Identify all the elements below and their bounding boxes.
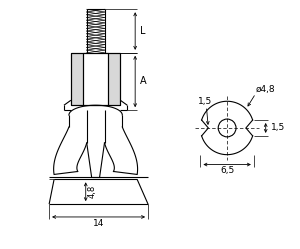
Text: 1,5: 1,5 bbox=[198, 97, 212, 106]
Text: ø4,8: ø4,8 bbox=[256, 85, 275, 94]
Text: A: A bbox=[140, 76, 147, 86]
Text: 4,8: 4,8 bbox=[88, 185, 97, 198]
Text: 6,5: 6,5 bbox=[220, 166, 234, 175]
Bar bbox=[71, 53, 120, 105]
Text: L: L bbox=[140, 26, 145, 36]
Text: 1,5: 1,5 bbox=[271, 124, 285, 132]
Text: 14: 14 bbox=[93, 219, 104, 228]
Bar bbox=[83, 53, 109, 105]
